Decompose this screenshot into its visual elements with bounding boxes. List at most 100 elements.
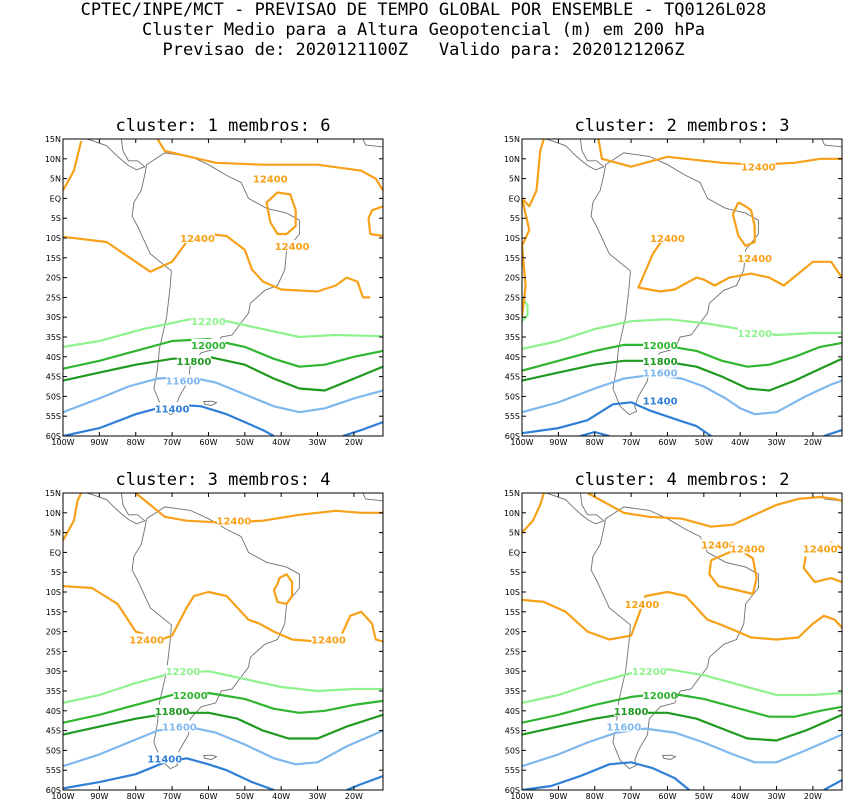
lon-tick-label: 80W: [127, 438, 145, 447]
contour-12400: [522, 493, 545, 534]
contour-11400: [522, 761, 690, 790]
lat-tick-label: EQ: [509, 548, 520, 557]
contour-11800: [522, 357, 842, 392]
lat-tick-label: 35S: [505, 333, 520, 342]
lat-tick-label: 5N: [509, 529, 520, 538]
contour-12400: [272, 573, 294, 606]
lon-tick-label: 90W: [549, 438, 567, 447]
lat-tick-label: 15N: [45, 135, 61, 144]
lat-tick-label: 10S: [46, 234, 61, 243]
lat-tick-label: 35S: [505, 687, 520, 696]
contour-12200: [522, 318, 842, 350]
contour-11800: [63, 355, 383, 392]
panel-frame: [62, 492, 384, 791]
lat-tick-label: 15S: [46, 608, 61, 617]
map-panel-3: cluster: 3 membros: 4 12400 12400 12400 1220…: [45, 470, 384, 801]
lon-tick-label: 40W: [731, 438, 749, 447]
lat-tick-label: 20S: [46, 628, 61, 637]
contour-label: 12000: [191, 341, 226, 352]
lat-tick-label: 5N: [509, 175, 520, 184]
lon-tick-label: 60W: [658, 792, 676, 801]
contour-11400: [63, 757, 275, 790]
contour-12400: [367, 205, 383, 238]
lat-tick-label: 40S: [46, 353, 61, 362]
panel-frame: [521, 138, 843, 437]
contour-label: 11800: [614, 707, 649, 718]
lat-tick-label: 60S: [505, 432, 520, 441]
lat-tick-label: 45S: [46, 727, 61, 736]
contour-12400: [708, 551, 758, 596]
contour-label: 12400: [650, 234, 685, 245]
lat-tick-label: 35S: [46, 333, 61, 342]
lat-tick-label: 10N: [45, 155, 61, 164]
lon-tick-label: 70W: [163, 438, 181, 447]
lat-tick-label: 15S: [46, 254, 61, 263]
coastline: [362, 493, 383, 502]
contour-12200: [63, 318, 383, 348]
contour-12400: [156, 139, 383, 192]
lon-tick-label: 20W: [345, 792, 363, 801]
lon-tick-label: 20W: [804, 438, 822, 447]
contour-12000: [63, 337, 383, 370]
coastline: [821, 493, 842, 502]
contour-12400: [802, 556, 842, 584]
lon-tick-label: 100W: [51, 792, 74, 801]
lon-tick-label: 100W: [510, 438, 533, 447]
coastline: [590, 506, 759, 770]
lat-tick-label: 55S: [505, 766, 520, 775]
lat-tick-label: 30S: [505, 667, 520, 676]
lat-tick-label: 60S: [46, 432, 61, 441]
lon-tick-label: 50W: [695, 438, 713, 447]
coastline: [662, 754, 677, 760]
contour-12400: [265, 191, 297, 236]
lat-tick-label: 50S: [505, 746, 520, 755]
lon-tick-label: 70W: [622, 792, 640, 801]
coastline: [544, 493, 605, 525]
coastline: [131, 152, 300, 416]
contour-11400: [823, 779, 842, 790]
lon-tick-label: 50W: [695, 792, 713, 801]
lat-tick-label: 25S: [46, 647, 61, 656]
map-panel-1: cluster: 1 membros: 6 12400 12400 12400 1220…: [45, 116, 384, 447]
lat-tick-label: 25S: [505, 647, 520, 656]
contour-11600: [522, 727, 842, 768]
coastline: [85, 493, 146, 525]
contour-11400: [63, 403, 275, 436]
contour-12400: [63, 493, 83, 542]
contour-11400: [346, 775, 383, 790]
lon-tick-label: 70W: [622, 438, 640, 447]
contour-12400: [522, 590, 842, 641]
contour-label: 11600: [643, 369, 678, 380]
contour-12200: [63, 670, 383, 704]
lat-tick-label: 20S: [46, 274, 61, 283]
contour-12000: [522, 691, 842, 724]
panel-title: cluster: 2 membros: 3: [575, 116, 790, 136]
lon-tick-label: 30W: [767, 438, 785, 447]
lat-tick-label: 10S: [46, 588, 61, 597]
contour-label: 12000: [173, 691, 208, 702]
panel-frame: [521, 492, 843, 791]
coastline: [590, 152, 759, 416]
contour-11600: [63, 725, 383, 768]
coastline: [203, 400, 218, 406]
panel-title: cluster: 1 membros: 6: [116, 116, 331, 136]
contour-label: 12200: [166, 667, 201, 678]
lon-tick-label: 40W: [272, 438, 290, 447]
lon-tick-label: 20W: [345, 438, 363, 447]
contour-12400: [586, 493, 842, 528]
lat-tick-label: 25S: [46, 293, 61, 302]
lat-tick-label: 30S: [46, 667, 61, 676]
contour-label: 12200: [737, 329, 772, 340]
lat-tick-label: 5N: [50, 529, 61, 538]
lat-tick-label: 5S: [510, 214, 520, 223]
contour-label: 12400: [253, 175, 288, 186]
contour-label: 11800: [177, 357, 212, 368]
contour-label: 11600: [162, 723, 197, 734]
map-panel-2: cluster: 2 membros: 3 12400 12400 12400 1220…: [504, 116, 843, 447]
lat-tick-label: 15N: [504, 489, 520, 498]
contour-label: 12400: [180, 234, 215, 245]
lon-tick-label: 50W: [236, 792, 254, 801]
contour-11400: [823, 429, 842, 436]
lat-tick-label: 40S: [505, 353, 520, 362]
lon-tick-label: 30W: [308, 438, 326, 447]
